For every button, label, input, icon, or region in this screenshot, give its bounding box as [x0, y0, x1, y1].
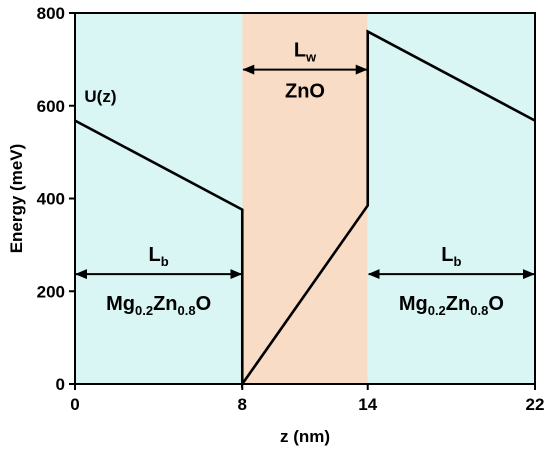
region-2 — [367, 13, 535, 384]
series-line-0 — [74, 29, 536, 389]
series-label-u-z: U(z) — [84, 87, 116, 106]
x-tick-label: 0 — [70, 395, 79, 414]
x-tick-label: 22 — [526, 395, 545, 414]
material-label-1: ZnO — [285, 80, 325, 102]
x-tick-label: 8 — [238, 395, 247, 414]
width-label-1: Lw — [294, 40, 317, 65]
y-tick-label: 200 — [37, 282, 65, 301]
y-axis-title: Energy (meV) — [7, 144, 26, 254]
material-label-0: Mg0.2Zn0.8O — [106, 293, 211, 318]
width-label-0: Lb — [149, 244, 169, 269]
y-tick-label: 800 — [37, 4, 65, 23]
region-0 — [75, 13, 243, 384]
region-1 — [242, 13, 368, 384]
material-regions — [75, 13, 535, 384]
y-tick-label: 600 — [37, 97, 65, 116]
y-tick-label: 0 — [56, 375, 65, 394]
series-layer: U(z) — [74, 29, 536, 389]
x-axis-title: z (nm) — [280, 427, 330, 446]
material-label-2: Mg0.2Zn0.8O — [399, 293, 504, 318]
annotations-layer: Lb Lw Lb Mg0.2Zn0.8O ZnO Mg0.2Zn0.8O — [75, 40, 535, 318]
width-label-2: Lb — [441, 244, 461, 269]
y-tick-label: 400 — [37, 190, 65, 209]
axes: 0 8 14 22 0 200 400 600 800 — [37, 4, 545, 414]
x-tick-label: 14 — [358, 395, 377, 414]
